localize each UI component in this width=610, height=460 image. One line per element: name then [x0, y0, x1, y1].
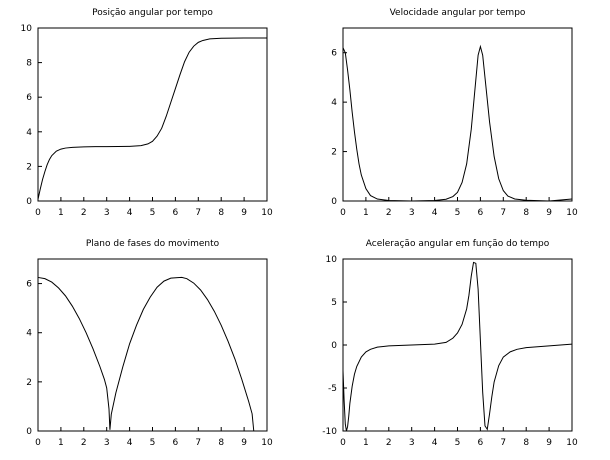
- x-tick-label: 7: [500, 438, 506, 448]
- plot-frame-phase: [37, 258, 268, 432]
- y-tick-label: 0: [26, 427, 32, 437]
- y-tick-label: 4: [26, 329, 32, 339]
- x-tick-label: 0: [340, 438, 346, 448]
- x-tick-label: 3: [104, 438, 110, 448]
- x-tick-label: 10: [566, 208, 578, 218]
- x-tick-label: 6: [478, 438, 484, 448]
- x-tick-label: 5: [455, 208, 461, 218]
- y-tick-label: 4: [331, 98, 337, 108]
- chart-title-phase: Plano de fases do movimento: [86, 239, 220, 249]
- x-tick-label: 10: [261, 208, 273, 218]
- y-tick-label: 2: [26, 162, 32, 172]
- chart-acc: Aceleração angular em função do tempo 0 1 2…: [322, 239, 578, 448]
- chart-vel: Velocidade angular por tempo 0 1 2 3 4 5 6 7 8 9 10…: [331, 8, 578, 218]
- x-tick-label: 8: [523, 208, 529, 218]
- x-tick-label: 10: [566, 438, 578, 448]
- x-tick-label: 7: [195, 208, 201, 218]
- plot-frame-pos: [37, 27, 268, 202]
- x-tick-label: 2: [81, 208, 87, 218]
- y-tick-label: 10: [21, 24, 33, 34]
- x-tick-label: 2: [386, 438, 392, 448]
- x-tick-label: 6: [173, 438, 179, 448]
- y-tick-label: 8: [26, 59, 32, 69]
- x-tick-label: 4: [127, 438, 133, 448]
- x-tick-label: 3: [409, 438, 415, 448]
- y-tick-label: 6: [331, 49, 337, 59]
- plot-frame-vel: [342, 27, 573, 202]
- y-tick-label: 6: [26, 280, 32, 290]
- y-tick-label: 0: [331, 341, 337, 351]
- x-tick-label: 5: [150, 208, 156, 218]
- y-tick-label: 4: [26, 128, 32, 138]
- y-tick-label: -10: [322, 427, 337, 437]
- x-tick-label: 4: [127, 208, 133, 218]
- x-tick-label: 0: [340, 208, 346, 218]
- y-tick-label: 0: [331, 197, 337, 207]
- x-tick-label: 1: [363, 208, 369, 218]
- x-tick-label: 0: [35, 208, 41, 218]
- x-tick-label: 1: [58, 438, 64, 448]
- chart-title-pos: Posição angular por tempo: [92, 8, 213, 18]
- x-tick-label: 4: [432, 438, 438, 448]
- x-tick-label: 6: [173, 208, 179, 218]
- x-tick-label: 9: [546, 438, 552, 448]
- x-tick-label: 8: [218, 208, 224, 218]
- x-tick-label: 6: [478, 208, 484, 218]
- y-tick-label: 2: [331, 148, 337, 158]
- chart-title-acc: Aceleração angular em função do tempo: [366, 239, 550, 249]
- series-line-vel-0: [342, 44, 573, 202]
- y-tick-label: 10: [326, 255, 338, 265]
- x-tick-label: 8: [218, 438, 224, 448]
- x-tick-label: 3: [409, 208, 415, 218]
- plot-frame-acc: [342, 258, 573, 432]
- y-tick-label: 0: [26, 197, 32, 207]
- series-line-pos-0: [37, 37, 267, 200]
- series-line-phase-0: [37, 276, 255, 431]
- x-tick-label: 4: [432, 208, 438, 218]
- chart-phase: Plano de fases do movimento 0 1 2 3 4 5 6 7 8 9 10 0…: [26, 239, 273, 448]
- x-tick-label: 1: [58, 208, 64, 218]
- x-tick-label: 7: [500, 208, 506, 218]
- x-tick-label: 9: [241, 438, 247, 448]
- x-tick-label: 5: [455, 438, 461, 448]
- x-tick-label: 3: [104, 208, 110, 218]
- y-tick-label: 5: [331, 298, 337, 308]
- x-tick-label: 5: [150, 438, 156, 448]
- y-tick-label: -5: [328, 384, 337, 394]
- x-tick-label: 2: [81, 438, 87, 448]
- series-line-acc-0: [342, 261, 573, 432]
- x-tick-label: 8: [523, 438, 529, 448]
- x-tick-label: 2: [386, 208, 392, 218]
- chart-title-vel: Velocidade angular por tempo: [390, 8, 526, 18]
- x-tick-label: 9: [546, 208, 552, 218]
- y-tick-label: 6: [26, 93, 32, 103]
- y-tick-label: 2: [26, 378, 32, 388]
- x-tick-label: 7: [195, 438, 201, 448]
- x-tick-label: 0: [35, 438, 41, 448]
- x-tick-label: 1: [363, 438, 369, 448]
- x-tick-label: 10: [261, 438, 273, 448]
- chart-pos: Posição angular por tempo 0 1 2 3 4 5 6 7 8 9 10 0 2 4…: [21, 8, 273, 218]
- x-tick-label: 9: [241, 208, 247, 218]
